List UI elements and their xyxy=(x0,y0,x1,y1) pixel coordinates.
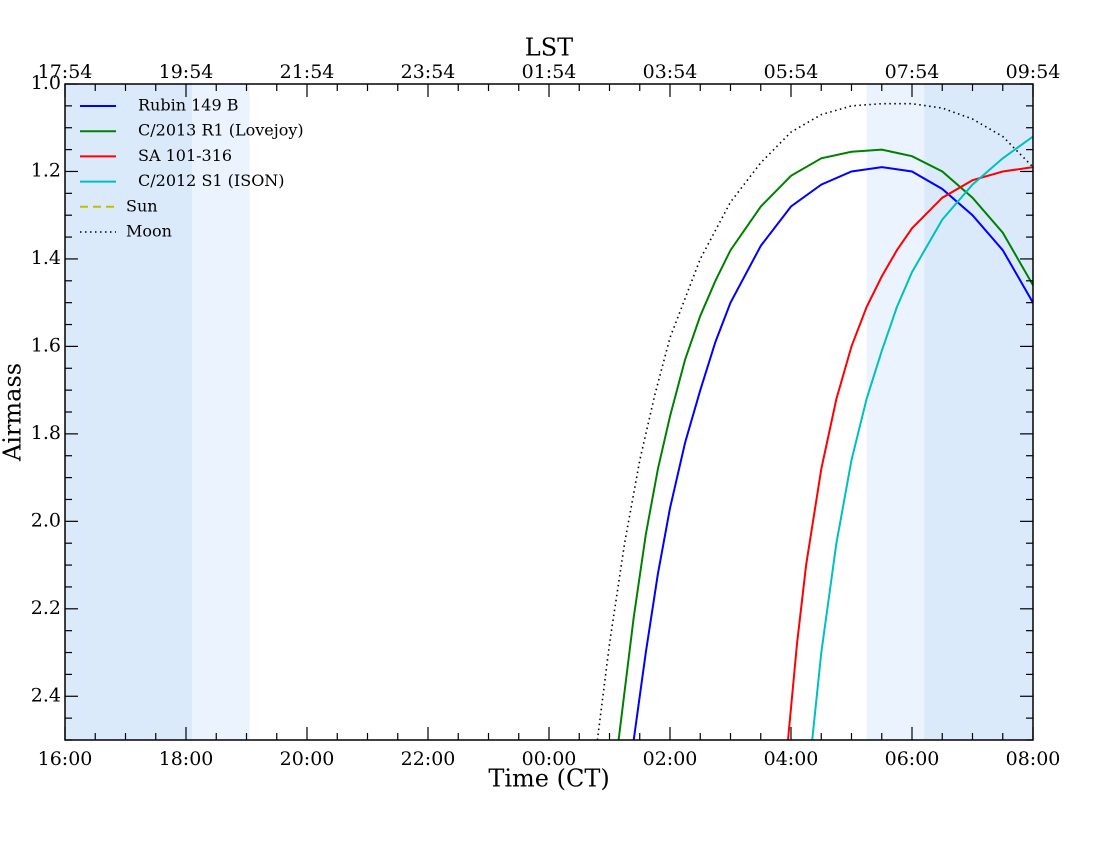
y-tick-label: 1.2 xyxy=(31,159,61,181)
top-tick-label: 05:54 xyxy=(764,61,819,83)
top-tick-label: 23:54 xyxy=(401,61,456,83)
x-tick-label: 22:00 xyxy=(401,748,456,770)
shade-region-2 xyxy=(866,84,925,740)
x-tick-label: 20:00 xyxy=(280,748,335,770)
shade-region-0 xyxy=(65,84,193,740)
x-tick-label: 02:00 xyxy=(643,748,698,770)
tick-labels: 16:00 18:00 20:00 22:00 00:00 02:00 04:00 06:00… xyxy=(31,61,1061,770)
legend: Rubin 149 B C/2013 R1 (Lovejoy) SA 101-316… xyxy=(80,96,304,241)
legend-label-3: C/2012 S1 (ISON) xyxy=(138,171,285,190)
y-tick-label: 2.0 xyxy=(31,509,61,531)
top-tick-label: 17:54 xyxy=(38,61,93,83)
twilight-shading xyxy=(65,84,1033,740)
axis-ticks xyxy=(64,83,1034,741)
shade-region-3 xyxy=(924,84,1033,740)
series-line-3 xyxy=(811,135,1033,740)
x-tick-label: 08:00 xyxy=(1006,748,1061,770)
x-tick-label: 06:00 xyxy=(885,748,940,770)
y-tick-label: 1.0 xyxy=(31,72,61,94)
y-tick-label: 2.4 xyxy=(31,684,61,706)
x-axis-title: Time (CT) xyxy=(488,765,609,793)
legend-label-4: Sun xyxy=(126,196,158,215)
x-tick-label: 16:00 xyxy=(38,748,93,770)
top-tick-label: 09:54 xyxy=(1006,61,1061,83)
x-tick-label: 04:00 xyxy=(764,748,819,770)
series-line-0 xyxy=(632,166,1033,740)
y-tick-label: 1.8 xyxy=(31,422,61,444)
y-tick-label: 1.4 xyxy=(31,247,61,269)
legend-label-0: Rubin 149 B xyxy=(138,96,238,115)
series-line-2 xyxy=(787,166,1033,740)
y-axis-title: Airmass xyxy=(0,363,27,462)
top-tick-label: 21:54 xyxy=(280,61,335,83)
y-tick-label: 1.6 xyxy=(31,334,61,356)
top-tick-label: 07:54 xyxy=(885,61,940,83)
top-tick-label: 19:54 xyxy=(159,61,214,83)
x-tick-label: 18:00 xyxy=(159,748,214,770)
y-tick-label: 2.2 xyxy=(31,597,61,619)
shade-region-1 xyxy=(192,84,250,740)
x-tick-label: 00:00 xyxy=(522,748,577,770)
top-tick-label: 01:54 xyxy=(522,61,577,83)
legend-label-2: SA 101-316 xyxy=(138,146,232,165)
top-tick-label: 03:54 xyxy=(643,61,698,83)
top-axis-title: LST xyxy=(525,34,573,62)
legend-label-5: Moon xyxy=(126,222,172,241)
legend-label-1: C/2013 R1 (Lovejoy) xyxy=(138,121,304,140)
series-line-1 xyxy=(617,148,1033,740)
series-layer xyxy=(596,102,1033,740)
